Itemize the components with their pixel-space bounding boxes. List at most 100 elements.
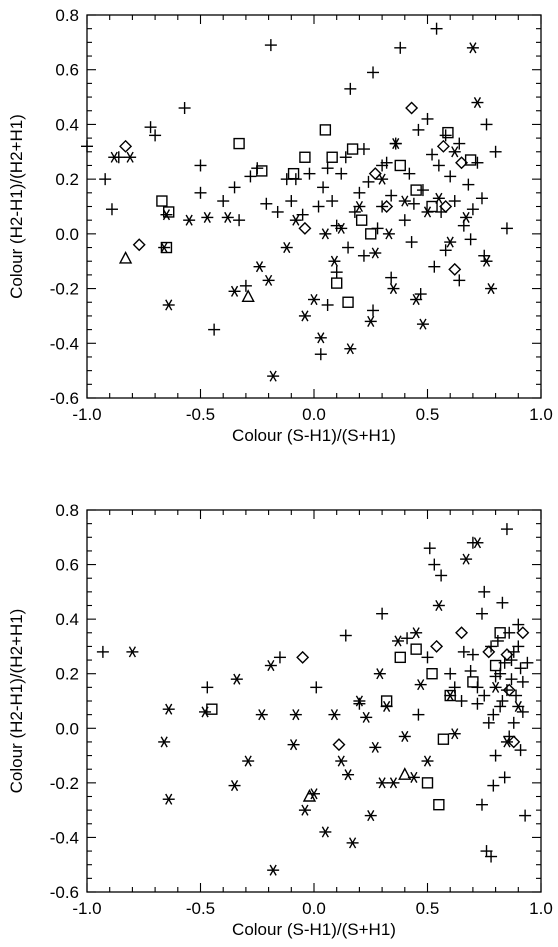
diamond-marker <box>380 200 394 213</box>
asterisk-stroke <box>451 146 459 158</box>
diamond-shape <box>298 221 312 235</box>
asterisk-stroke <box>283 241 291 254</box>
plus-marker <box>487 779 500 792</box>
x-tick-label: -1.0 <box>72 405 101 424</box>
plus-marker <box>471 697 484 710</box>
asterisk-stroke <box>378 777 386 789</box>
asterisk-stroke <box>301 310 309 322</box>
asterisk-stroke <box>462 211 470 223</box>
plus-marker <box>335 167 348 180</box>
square-marker <box>342 296 354 308</box>
square-shape <box>287 167 300 180</box>
asterisk-marker <box>242 755 255 767</box>
plus-marker <box>312 200 325 213</box>
plus-marker <box>353 186 366 199</box>
square-shape <box>355 214 368 226</box>
square-marker <box>421 777 434 789</box>
plus-marker <box>453 274 466 287</box>
diamond-marker <box>298 221 312 235</box>
asterisk-marker <box>480 255 493 267</box>
asterisk-stroke <box>160 241 168 254</box>
square-shape <box>346 143 359 155</box>
square-marker <box>233 137 245 150</box>
asterisk-stroke <box>317 332 325 344</box>
y-tick-label: -0.2 <box>50 280 79 299</box>
diamond-marker <box>516 626 530 640</box>
plus-marker <box>217 195 230 208</box>
plus-marker <box>455 695 468 707</box>
plus-marker <box>466 648 479 661</box>
asterisk-stroke <box>128 646 137 658</box>
diamond-marker <box>405 101 419 115</box>
asterisk-stroke <box>417 679 425 691</box>
plus-marker <box>475 798 488 811</box>
plus-marker <box>244 170 257 183</box>
square-marker <box>346 143 359 155</box>
square-shape <box>394 651 406 664</box>
diamond-shape <box>448 262 462 276</box>
asterisk-stroke <box>185 214 193 226</box>
square-shape <box>489 659 502 672</box>
plus-marker <box>430 22 443 35</box>
plus-marker <box>426 148 439 161</box>
asterisk-marker <box>364 315 377 327</box>
plus-marker <box>376 607 389 620</box>
asterisk-marker <box>448 146 461 158</box>
plus-marker <box>505 673 518 686</box>
diamond-marker <box>502 683 516 697</box>
plus-marker <box>271 205 284 218</box>
asterisk-marker <box>126 646 139 658</box>
plus-marker <box>432 159 445 172</box>
square-shape <box>160 241 173 254</box>
square-shape <box>163 206 175 218</box>
plus-marker <box>475 607 488 620</box>
asterisk-stroke <box>165 793 173 805</box>
asterisk-marker <box>421 755 434 767</box>
asterisk-marker <box>267 864 280 876</box>
asterisk-marker <box>308 293 320 306</box>
plot-frame <box>86 509 542 893</box>
diamond-shape <box>405 101 419 115</box>
asterisk-stroke <box>367 810 375 822</box>
x-tick-label: -0.5 <box>186 899 215 918</box>
plus-marker <box>149 129 162 142</box>
top-scatter-plot: -1.0 -0.5 0.0 0.5 1.0 -0.6 -0.4 -0.2 0.0 0.2 0.4 0.… <box>7 6 553 445</box>
y-tick-label: 0.2 <box>55 665 79 684</box>
asterisk-stroke <box>165 299 173 311</box>
square-marker <box>156 195 168 207</box>
asterisk-marker <box>289 214 302 226</box>
diamond-shape <box>296 650 310 664</box>
triangle-shape <box>398 767 412 780</box>
asterisk-marker <box>410 627 423 639</box>
asterisk-stroke <box>230 285 239 297</box>
asterisk-marker <box>353 695 366 707</box>
diamond-shape <box>132 238 146 252</box>
plus-marker <box>500 523 513 536</box>
diamond-shape <box>455 626 469 640</box>
plus-marker <box>494 700 507 713</box>
plus-marker <box>478 689 491 702</box>
square-shape <box>467 676 479 688</box>
square-shape <box>433 798 445 811</box>
x-tick-label: 0.0 <box>302 899 326 918</box>
square-marker <box>287 167 300 180</box>
plus-marker <box>516 705 529 718</box>
plus-marker <box>208 323 221 336</box>
asterisk-stroke <box>389 777 398 789</box>
square-marker <box>163 206 175 218</box>
x-tick-label: -1.0 <box>72 899 101 918</box>
diamond-shape <box>502 683 516 697</box>
square-shape <box>410 643 422 655</box>
square-marker <box>380 695 393 707</box>
plus-marker <box>403 167 416 180</box>
plus-marker <box>228 181 241 194</box>
plus-marker <box>496 596 509 609</box>
asterisk-marker <box>160 209 173 221</box>
triangle-shape <box>241 289 255 302</box>
x-tick-label: 0.5 <box>416 899 440 918</box>
asterisk-marker <box>253 261 266 273</box>
square-shape <box>331 277 343 289</box>
square-marker <box>426 668 438 680</box>
asterisk-marker <box>460 211 473 223</box>
asterisk-marker <box>267 370 280 382</box>
